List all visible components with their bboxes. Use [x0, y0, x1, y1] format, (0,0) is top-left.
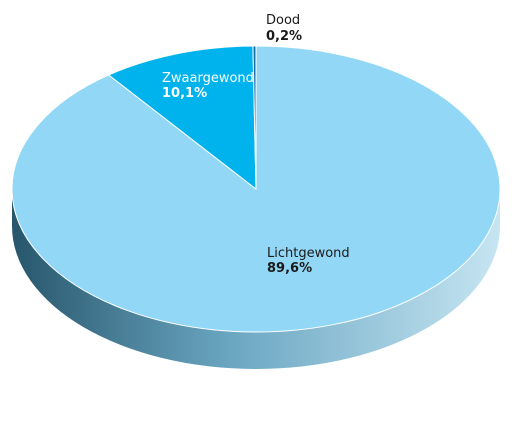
- pie-side-wall: [12, 189, 500, 369]
- pie-slice-dood: [252, 45, 257, 190]
- slice-label-lichtgewond: Lichtgewond 89,6%: [267, 246, 350, 276]
- slice-name-dood: Dood: [266, 13, 300, 28]
- slice-value-dood: 0,2%: [266, 29, 302, 44]
- slice-label-zwaargewond: Zwaargewond 10,1%: [162, 71, 254, 101]
- slice-name-zwaargewond: Zwaargewond: [162, 71, 254, 86]
- slice-label-dood: Dood 0,2%: [266, 13, 302, 44]
- slice-name-lichtgewond: Lichtgewond: [267, 246, 350, 261]
- slice-value-lichtgewond: 89,6%: [267, 261, 312, 276]
- pie-slices: [11, 45, 501, 333]
- pie-slice-zwaargewond: [107, 45, 257, 191]
- slice-value-zwaargewond: 10,1%: [162, 86, 207, 101]
